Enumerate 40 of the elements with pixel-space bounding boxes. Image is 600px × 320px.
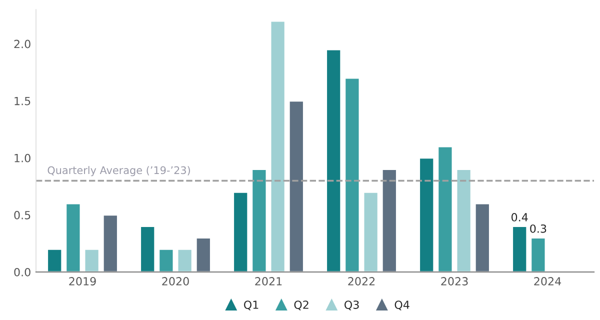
x-tick-label: 2021 <box>255 277 282 286</box>
legend-label: Q2 <box>294 300 308 310</box>
ref-line-label: Quarterly Average (’19-’23) <box>48 166 190 176</box>
y-tick-label: 1.5 <box>14 96 30 106</box>
bar <box>362 191 379 272</box>
bar <box>512 226 528 272</box>
bar <box>158 248 174 272</box>
data-label: 0.3 <box>530 224 546 233</box>
bar <box>270 20 286 272</box>
bar <box>456 168 472 272</box>
bar <box>251 168 268 272</box>
bar <box>381 168 398 272</box>
bar <box>232 191 249 272</box>
bar <box>474 202 490 272</box>
bar <box>418 157 435 272</box>
bar <box>530 237 546 272</box>
bar <box>326 48 342 272</box>
bar <box>344 77 360 272</box>
bar <box>46 248 63 272</box>
legend-label: Q4 <box>394 300 410 310</box>
x-tick-label: 2024 <box>534 277 562 286</box>
x-tick-label: 2022 <box>348 277 375 286</box>
bar <box>288 100 304 272</box>
x-tick-label: 2020 <box>162 277 189 286</box>
bar <box>65 202 82 272</box>
data-label: 0.4 <box>512 213 528 222</box>
x-tick-label: 2023 <box>441 277 468 286</box>
bar <box>102 214 118 272</box>
bar <box>437 146 454 272</box>
legend-label: Q3 <box>344 300 359 310</box>
y-tick-label: 0.5 <box>14 210 30 220</box>
y-tick-label: 0.0 <box>14 268 30 276</box>
y-tick-label: 2.0 <box>14 40 30 48</box>
bar <box>195 237 212 272</box>
legend-label: Q1 <box>244 300 258 310</box>
y-tick-label: 1.0 <box>14 154 30 162</box>
bar <box>176 248 193 272</box>
bar <box>140 226 156 272</box>
x-tick-label: 2019 <box>69 277 96 286</box>
bar <box>84 248 100 272</box>
